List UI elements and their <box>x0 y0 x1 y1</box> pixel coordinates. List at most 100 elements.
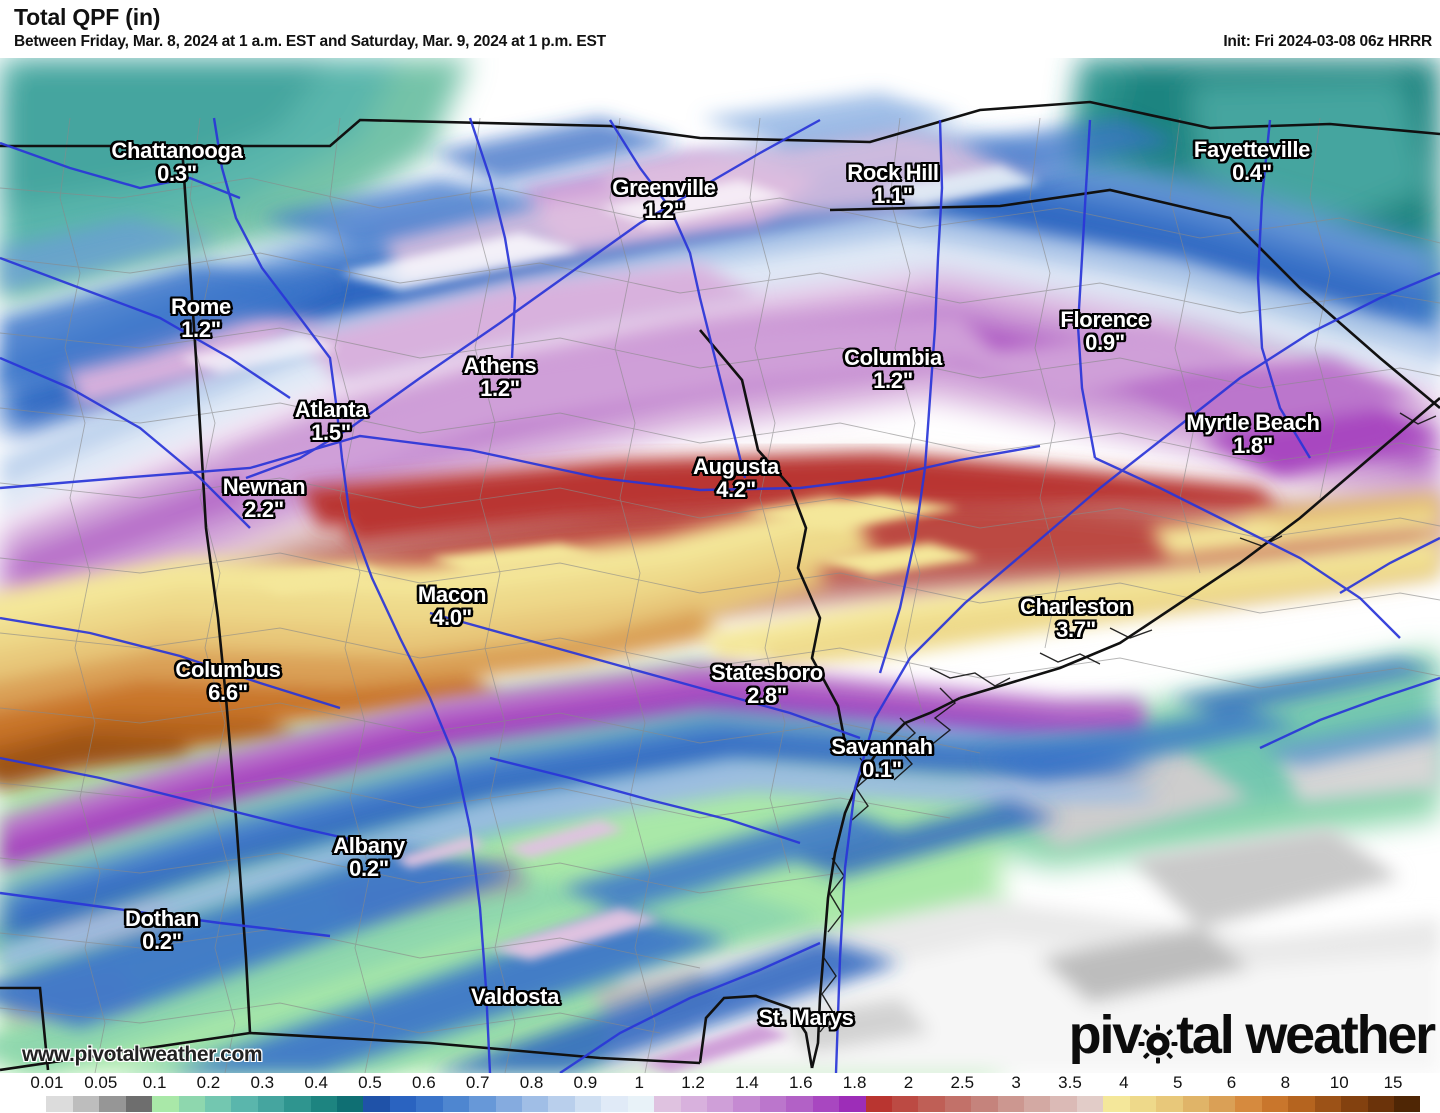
colorbar-swatch <box>152 1096 179 1112</box>
city-label: Dothan 0.2" <box>125 906 199 953</box>
colorbar-swatch <box>416 1096 443 1112</box>
colorbar-tick: 0.5 <box>358 1073 382 1092</box>
city-name: Charleston <box>1020 594 1132 619</box>
gear-sun-icon <box>1138 1019 1178 1064</box>
colorbar-tick: 2 <box>903 1073 914 1092</box>
colorbar-swatch <box>680 1096 707 1112</box>
colorbar-swatch <box>1235 1096 1262 1112</box>
city-name: Rome <box>171 294 231 319</box>
city-name: Savannah <box>831 734 933 759</box>
city-name: Athens <box>463 353 537 378</box>
city-label: Macon 4.0" <box>418 583 486 630</box>
colorbar-tick: 0.6 <box>412 1073 436 1092</box>
city-name: Newnan <box>222 474 306 499</box>
colorbar-swatch <box>839 1096 866 1112</box>
city-qpf-value: 1.2" <box>181 316 221 342</box>
colorbar-swatch <box>812 1096 840 1112</box>
city-qpf-value: 1.5" <box>311 419 351 445</box>
colorbar-tick: 1.2 <box>681 1073 705 1092</box>
colorbar-swatch <box>706 1096 734 1112</box>
colorbar-swatch <box>627 1096 655 1112</box>
colorbar-swatch <box>1182 1096 1209 1112</box>
colorbar-tick: 0.05 <box>84 1073 118 1092</box>
colorbar-swatch <box>1050 1096 1077 1112</box>
colorbar-swatch <box>469 1096 496 1112</box>
colorbar-swatch <box>654 1096 681 1112</box>
city-label: Columbus 6.6" <box>175 657 281 704</box>
pivotal-weather-logo: piv tal <box>1068 1005 1436 1065</box>
city-label: Fayetteville 0.4" <box>1194 138 1311 184</box>
colorbar-swatch <box>574 1096 602 1112</box>
city-qpf-value: 4.0" <box>432 604 472 630</box>
site-url: www.pivotalweather.com <box>22 1043 263 1066</box>
colorbar-swatch <box>1129 1096 1157 1112</box>
city-label: Rome 1.2" <box>171 294 231 342</box>
model-init-label: Init: Fri 2024-03-08 06z HRRR <box>1223 33 1432 50</box>
colorbar-tick: 0.4 <box>304 1073 328 1092</box>
city-qpf-value: 2.8" <box>747 682 787 708</box>
city-label: Athens 1.2" <box>463 353 537 401</box>
page-title: Total QPF (in) <box>14 4 161 30</box>
colorbar-swatch <box>72 1096 100 1112</box>
city-qpf-value: 1.2" <box>480 375 520 401</box>
colorbar-swatch <box>442 1096 470 1112</box>
city-label: Atlanta 1.5" <box>294 397 368 445</box>
qpf-map[interactable]: Chattanooga 0.3" Rome 1.2" Atlanta 1.5" Athens… <box>0 58 1440 1073</box>
city-label: St. Marys <box>758 1006 853 1030</box>
city-label: Albany 0.2" <box>333 833 405 880</box>
city-label: Valdosta <box>470 984 560 1009</box>
qpf-contour-canvas <box>0 58 1440 1073</box>
colorbar-swatch <box>99 1096 126 1112</box>
colorbar-tick: 5 <box>1172 1073 1183 1092</box>
colorbar-swatch <box>733 1096 760 1112</box>
city-name: Chattanooga <box>111 138 243 163</box>
colorbar-swatch <box>786 1096 813 1112</box>
colorbar-tick: 1.8 <box>842 1073 867 1092</box>
colorbar-swatch <box>495 1096 523 1112</box>
city-label: Myrtle Beach 1.8" <box>1186 411 1320 457</box>
city-qpf-value: 1.2" <box>873 367 913 393</box>
city-label: Newnan 2.2" <box>222 474 306 521</box>
city-name: Dothan <box>125 906 199 931</box>
valid-time-subtitle: Between Friday, Mar. 8, 2024 at 1 a.m. E… <box>14 33 606 50</box>
city-name: Atlanta <box>294 397 368 422</box>
colorbar-tick: 0.2 <box>196 1073 221 1092</box>
city-qpf-value: 1.1" <box>873 182 913 208</box>
colorbar-swatch <box>178 1096 205 1112</box>
colorbar-tick: 3.5 <box>1058 1073 1082 1092</box>
city-name: Columbus <box>175 657 281 682</box>
colorbar-tick: 0.1 <box>142 1073 167 1092</box>
colorbar-swatch <box>1314 1096 1342 1112</box>
colorbar-tick: 6 <box>1226 1073 1237 1092</box>
colorbar-swatch <box>284 1096 311 1112</box>
city-name: Rock Hill <box>847 160 939 185</box>
colorbar-tick: 4 <box>1119 1073 1129 1092</box>
qpf-colorbar[interactable]: 0.01 0.05 0.1 0.2 0.3 0.4 0.5 0.6 0.7 0.8 0.9 1 1.2 1… <box>0 1073 1440 1113</box>
colorbar-tick: 2.5 <box>950 1073 975 1092</box>
colorbar-swatch <box>1341 1096 1368 1112</box>
colorbar-tick: 1.4 <box>735 1073 759 1092</box>
city-qpf-value: 1.2" <box>644 197 684 223</box>
colorbar-swatch <box>865 1096 892 1112</box>
colorbar-tick: 1 <box>634 1073 644 1092</box>
colorbar-swatch <box>1261 1096 1289 1112</box>
city-name: Albany <box>333 833 405 858</box>
colorbar-tick: 15 <box>1383 1073 1403 1092</box>
city-label: Rock Hill 1.1" <box>847 160 939 208</box>
city-name: Valdosta <box>470 984 560 1009</box>
city-qpf-value: 0.3" <box>157 160 197 186</box>
colorbar-swatch <box>971 1096 998 1112</box>
city-name: Augusta <box>693 454 779 479</box>
city-qpf-value: 0.1" <box>862 756 902 782</box>
city-qpf-value: 0.9" <box>1085 329 1125 355</box>
map-header: Total QPF (in) Between Friday, Mar. 8, 2… <box>0 0 1440 58</box>
city-name: Greenville <box>612 175 716 200</box>
colorbar-swatch <box>1103 1096 1130 1112</box>
colorbar-swatch <box>231 1096 258 1112</box>
colorbar-tick: 0.7 <box>465 1073 490 1092</box>
colorbar-swatch <box>944 1096 972 1112</box>
city-label: Chattanooga 0.3" <box>111 138 243 186</box>
logo-text-part1: piv <box>1068 1005 1143 1065</box>
colorbar-swatch <box>257 1096 285 1112</box>
colorbar-swatch <box>1156 1096 1183 1112</box>
